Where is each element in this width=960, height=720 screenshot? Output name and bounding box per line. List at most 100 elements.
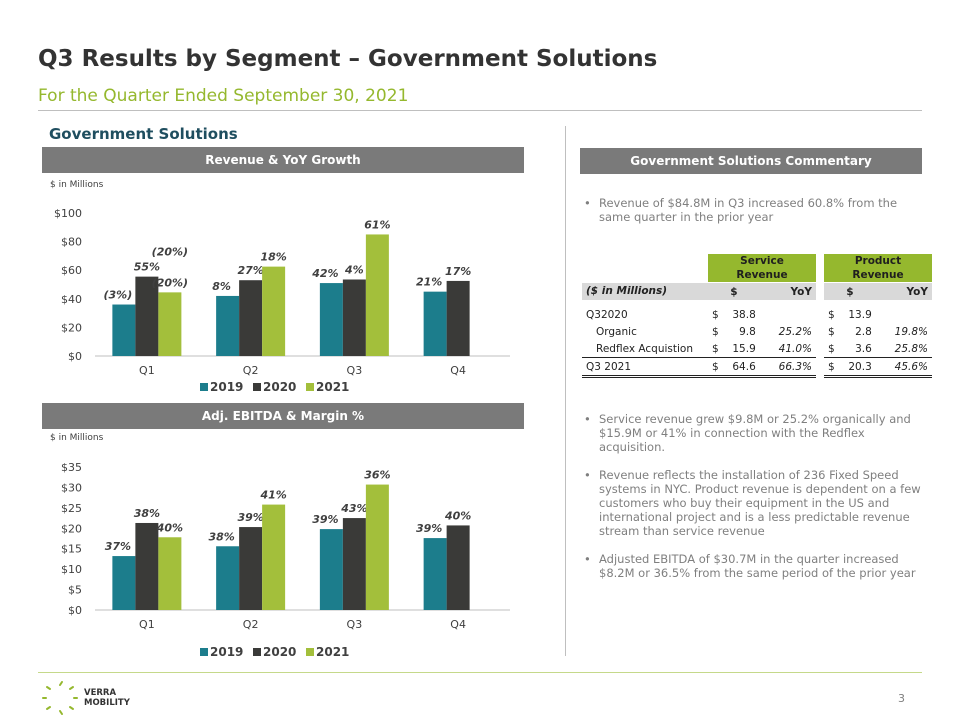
data-label: (3%) (104, 289, 133, 302)
bar-2020-Q4 (446, 525, 470, 610)
y-tick-label: $35 (61, 461, 82, 474)
data-label: 37% (105, 540, 131, 553)
bar-2021-Q1 (158, 292, 182, 356)
commentary-header: Government Solutions Commentary (580, 148, 922, 174)
x-tick-label: Q2 (243, 618, 259, 631)
ebitda-units-label: $ in Millions (50, 433, 104, 443)
commentary-top-list: Revenue of $84.8M in Q3 increased 60.8% … (582, 196, 922, 238)
y-tick-label: $20 (61, 522, 82, 535)
bar-2019-Q4 (423, 538, 447, 610)
bar-2021-Q3 (365, 234, 389, 356)
y-tick-label: $20 (61, 321, 82, 334)
data-label: 38% (134, 507, 160, 520)
bar-2020-Q3 (342, 279, 366, 356)
y-tick-label: $25 (61, 502, 82, 515)
bar-2020-Q1 (135, 276, 159, 356)
col-yoy: YoY (875, 282, 932, 300)
top-divider (38, 110, 922, 111)
data-label: 21% (416, 276, 442, 289)
revenue-chart-header: Revenue & YoY Growth (42, 147, 524, 173)
legend-label-2020: 2020 (263, 380, 296, 394)
table-row: Organic $9.8 25.2% $2.8 19.8% (596, 325, 928, 338)
bar-2019-Q3 (319, 283, 343, 356)
ebitda-chart-header: Adj. EBITDA & Margin % (42, 403, 524, 429)
data-label: 36% (364, 469, 390, 482)
bar-2021-Q2 (262, 504, 286, 610)
bar-2019-Q2 (216, 295, 240, 356)
commentary-bullet: Adjusted EBITDA of $30.7M in the quarter… (582, 552, 922, 580)
legend-label-2021: 2021 (316, 645, 349, 659)
page-title: Q3 Results by Segment – Government Solut… (38, 46, 658, 72)
legend-swatch-2019 (200, 383, 208, 391)
revenue-units-label: $ in Millions (50, 180, 104, 190)
revenue-chart: $0 $20 $40 $60 $80 $100 (3%) 55% (20%) Q1 8% 27%18%… (54, 207, 510, 394)
bar-2019-Q1 (112, 304, 136, 356)
data-label: 8% (212, 280, 231, 293)
bar-2020-Q4 (446, 280, 470, 356)
legend-swatch-2020 (253, 383, 261, 391)
commentary-bullet: Revenue of $84.8M in Q3 increased 60.8% … (582, 196, 922, 224)
data-label: 39% (312, 513, 338, 526)
commentary-bullet: Service revenue grew $9.8M or 25.2% orga… (582, 412, 922, 454)
y-tick-label: $0 (68, 604, 82, 617)
bar-2021-Q1 (158, 537, 182, 610)
x-tick-label: Q3 (347, 364, 363, 377)
data-label: 18% (260, 251, 286, 264)
page-subtitle: For the Quarter Ended September 30, 2021 (38, 86, 409, 106)
data-label: 55% (134, 261, 160, 274)
x-tick-label: Q2 (243, 364, 259, 377)
bar-2021-Q3 (365, 484, 389, 610)
y-tick-label: $60 (61, 264, 82, 277)
table-units-label: ($ in Millions) (582, 282, 708, 300)
annotation-label: (20%) (152, 246, 188, 259)
bar-2019-Q4 (423, 291, 447, 356)
data-label: 61% (364, 218, 390, 231)
col-yoy: YoY (759, 282, 816, 300)
vertical-divider (565, 126, 566, 656)
y-tick-label: $80 (61, 236, 82, 249)
bar-2020-Q3 (342, 518, 366, 610)
data-label: 39% (416, 522, 442, 535)
x-tick-label: Q1 (139, 364, 155, 377)
commentary-bullet: Revenue reflects the installation of 236… (582, 468, 922, 538)
legend-swatch-2020 (253, 648, 261, 656)
commentary-bottom-list: Service revenue grew $9.8M or 25.2% orga… (582, 412, 922, 594)
y-tick-label: $10 (61, 563, 82, 576)
x-tick-label: Q1 (139, 618, 155, 631)
data-label: 17% (445, 265, 471, 278)
y-tick-label: $100 (54, 207, 82, 220)
legend-label-2019: 2019 (210, 645, 243, 659)
data-label: 40% (444, 509, 471, 522)
bar-2020-Q2 (239, 280, 263, 356)
data-label: 42% (311, 267, 338, 280)
y-tick-label: $40 (61, 293, 82, 306)
legend-swatch-2021 (306, 648, 314, 656)
bar-2020-Q1 (135, 522, 159, 610)
page-number: 3 (898, 692, 905, 705)
col-dollar: $ (824, 282, 876, 300)
x-tick-label: Q3 (347, 618, 363, 631)
segment-title: Government Solutions (49, 125, 238, 143)
service-revenue-header: Service Revenue (708, 254, 816, 283)
data-label: 39% (237, 511, 263, 524)
bar-2021-Q2 (262, 266, 286, 356)
legend-label-2020: 2020 (263, 645, 296, 659)
x-tick-label: Q4 (450, 618, 466, 631)
table-row: Q32020 $38.8 $13.9 (586, 308, 872, 321)
col-dollar: $ (708, 282, 760, 300)
y-tick-label: $0 (68, 350, 82, 363)
legend-swatch-2019 (200, 648, 208, 656)
y-tick-label: $15 (61, 543, 82, 556)
data-label: 43% (340, 502, 367, 515)
revenue-table: Service Revenue Product Revenue ($ in Mi… (582, 254, 932, 378)
legend-swatch-2021 (306, 383, 314, 391)
x-tick-label: Q4 (450, 364, 466, 377)
data-label: 41% (259, 489, 286, 502)
bottom-divider (38, 672, 922, 673)
verra-mobility-logo-icon (42, 681, 78, 715)
logo-wordmark: VERRA MOBILITY (84, 688, 130, 708)
ebitda-chart: $0$5$10$15$20$25$30$3537%38%40%Q138%39%4… (61, 461, 510, 659)
bar-2019-Q2 (216, 546, 240, 610)
y-tick-label: $30 (61, 481, 82, 494)
bar-2020-Q2 (239, 527, 263, 610)
